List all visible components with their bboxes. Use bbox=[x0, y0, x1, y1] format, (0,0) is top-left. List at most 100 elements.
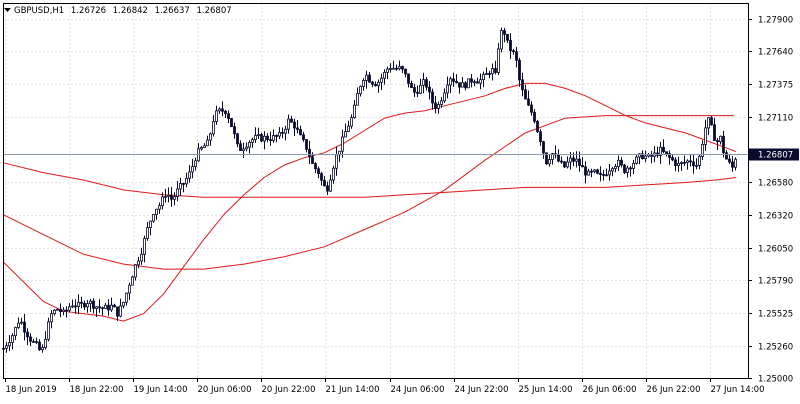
candle-body-up bbox=[479, 79, 482, 84]
candle-body-down bbox=[101, 307, 104, 310]
candle-body-up bbox=[704, 127, 707, 145]
candle-body-down bbox=[311, 156, 314, 164]
candle-body-up bbox=[698, 156, 701, 166]
candle-body-up bbox=[149, 220, 152, 228]
candle-body-up bbox=[200, 147, 203, 150]
price-axis[interactable]: 1.27900 1.27640 1.27375 1.27110 1.26580 1.263… bbox=[748, 16, 799, 385]
candle-body-down bbox=[113, 304, 116, 308]
candle-body-up bbox=[329, 179, 332, 192]
candle-body-up bbox=[365, 74, 368, 81]
candle-body-up bbox=[125, 292, 128, 303]
plot-border bbox=[3, 3, 749, 379]
candle-body-down bbox=[224, 110, 227, 115]
candle-body-up bbox=[185, 177, 188, 185]
candle-body-down bbox=[578, 158, 581, 166]
candle-body-up bbox=[497, 48, 500, 73]
candle-body-down bbox=[317, 168, 320, 175]
candle-body-up bbox=[155, 208, 158, 215]
symbol-label: GBPUSD,H1 bbox=[14, 6, 64, 16]
candle-body-down bbox=[533, 111, 536, 122]
candle-body-down bbox=[314, 163, 317, 170]
candle-body-up bbox=[635, 156, 638, 164]
current-price-label: 1.26807 bbox=[758, 151, 793, 161]
y-tick-label: 1.25525 bbox=[758, 310, 793, 320]
candle-body-down bbox=[413, 87, 416, 93]
candle-body-up bbox=[242, 148, 245, 152]
candle-body-up bbox=[383, 71, 386, 79]
candle-body-down bbox=[713, 124, 716, 141]
candle-body-down bbox=[596, 169, 599, 174]
candle-body-up bbox=[392, 67, 395, 70]
candle-body-down bbox=[557, 154, 560, 162]
candle-body-up bbox=[419, 84, 422, 94]
candle-body-up bbox=[17, 322, 20, 328]
candle-body-down bbox=[674, 159, 677, 166]
candle-body-down bbox=[716, 140, 719, 143]
candle-body-up bbox=[482, 73, 485, 81]
candle-body-down bbox=[710, 117, 713, 126]
candle-body-down bbox=[233, 126, 236, 135]
candle-body-up bbox=[569, 157, 572, 163]
x-tick-label: 27 Jun 14:00 bbox=[711, 385, 765, 395]
candle-body-down bbox=[302, 134, 305, 140]
dropdown-triangle-icon[interactable] bbox=[4, 8, 11, 12]
candle-body-down bbox=[29, 336, 32, 342]
candle-body-up bbox=[356, 93, 359, 106]
candle-body-up bbox=[701, 144, 704, 157]
candle-body-down bbox=[320, 173, 323, 181]
candle-body-up bbox=[137, 260, 140, 266]
candle-body-up bbox=[173, 196, 176, 200]
candles bbox=[2, 27, 737, 353]
candle-body-down bbox=[35, 341, 38, 343]
ohlc-high: 1.26842 bbox=[113, 6, 148, 16]
candle-body-down bbox=[83, 302, 86, 308]
candle-body-up bbox=[218, 108, 221, 112]
candle-body-up bbox=[593, 169, 596, 172]
candle-body-down bbox=[527, 98, 530, 106]
x-tick-label: 24 Jun 22:00 bbox=[455, 385, 509, 395]
x-tick-label: 20 Jun 06:00 bbox=[198, 385, 252, 395]
x-tick-label: 21 Jun 14:00 bbox=[326, 385, 380, 395]
candle-body-up bbox=[350, 117, 353, 127]
candle-body-up bbox=[212, 121, 215, 135]
y-tick-label: 1.25000 bbox=[758, 375, 793, 385]
candle-body-down bbox=[662, 146, 665, 153]
candle-body-up bbox=[95, 306, 98, 309]
candle-body-down bbox=[731, 161, 734, 168]
candle-body-up bbox=[254, 135, 257, 141]
candle-body-down bbox=[374, 83, 377, 87]
y-tick-label: 1.25260 bbox=[758, 343, 793, 353]
candle-body-down bbox=[512, 50, 515, 53]
candle-body-up bbox=[398, 66, 401, 70]
candle-body-down bbox=[539, 131, 542, 143]
x-tick-label: 18 Jun 22:00 bbox=[70, 385, 124, 395]
time-axis[interactable]: 18 Jun 2019 18 Jun 22:00 19 Jun 14:00 20 Ju… bbox=[5, 378, 765, 395]
candle-body-up bbox=[188, 171, 191, 179]
candle-body-down bbox=[470, 78, 473, 83]
candle-body-up bbox=[695, 165, 698, 167]
candle-body-down bbox=[182, 183, 185, 185]
candle-body-up bbox=[176, 188, 179, 198]
candle-body-down bbox=[98, 306, 101, 309]
candle-body-down bbox=[65, 309, 68, 312]
svg-text:GBPUSD,H1 1.26726: GBPUSD,H1 1.26726 1.26842 1.26637 1.2680… bbox=[14, 6, 232, 16]
candle-body-down bbox=[260, 134, 263, 142]
candle-body-down bbox=[428, 86, 431, 93]
candle-body-up bbox=[278, 131, 281, 137]
current-price-tag bbox=[749, 148, 799, 161]
candle-body-up bbox=[449, 78, 452, 86]
candle-body-up bbox=[443, 92, 446, 102]
x-tick-label: 18 Jun 2019 bbox=[6, 385, 57, 395]
candle-body-up bbox=[71, 305, 74, 308]
candle-body-up bbox=[158, 205, 161, 210]
ma-medium-line bbox=[2, 115, 734, 270]
candle-body-up bbox=[566, 161, 569, 168]
candle-body-up bbox=[62, 309, 65, 313]
candle-body-up bbox=[341, 136, 344, 152]
candle-body-down bbox=[38, 341, 41, 351]
candle-body-up bbox=[50, 313, 53, 323]
candle-body-down bbox=[683, 161, 686, 164]
candle-body-down bbox=[431, 91, 434, 104]
